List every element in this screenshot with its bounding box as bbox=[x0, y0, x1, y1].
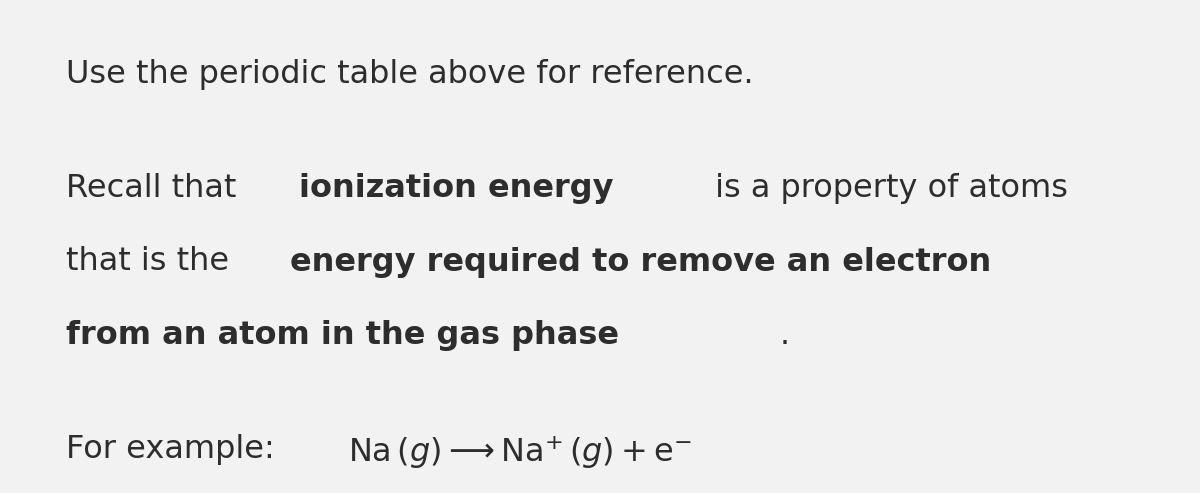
Text: Use the periodic table above for reference.: Use the periodic table above for referen… bbox=[66, 59, 754, 90]
Text: from an atom in the gas phase: from an atom in the gas phase bbox=[66, 320, 619, 352]
Text: For example:: For example: bbox=[66, 434, 284, 465]
Text: $\mathrm{Na}\,(g) \longrightarrow \mathrm{Na}^{+}\,(g) + \mathrm{e}^{-}$: $\mathrm{Na}\,(g) \longrightarrow \mathr… bbox=[348, 434, 692, 471]
Text: is a property of atoms: is a property of atoms bbox=[704, 173, 1068, 204]
Text: .: . bbox=[780, 320, 790, 352]
Text: ionization energy: ionization energy bbox=[299, 173, 613, 204]
Text: energy required to remove an electron: energy required to remove an electron bbox=[289, 246, 991, 278]
Text: Recall that: Recall that bbox=[66, 173, 246, 204]
Text: that is the: that is the bbox=[66, 246, 239, 278]
